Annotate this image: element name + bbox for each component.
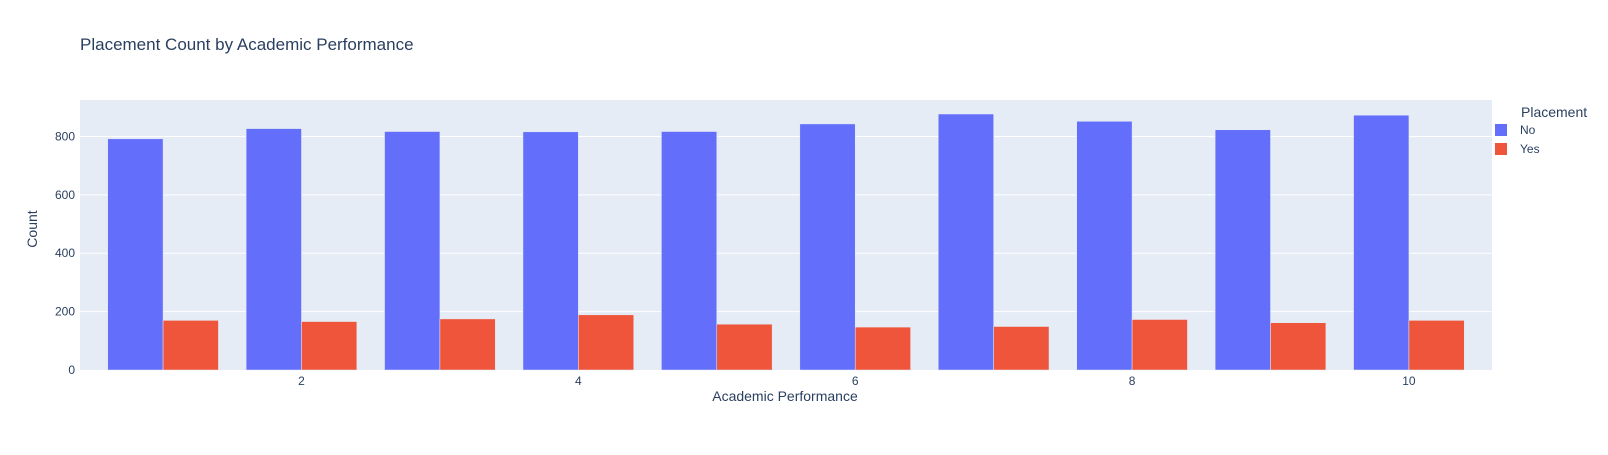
bar-no-5 — [661, 131, 718, 371]
bar-no-10 — [1353, 114, 1410, 371]
bar-yes-8 — [1131, 319, 1188, 371]
legend-label-yes: Yes — [1520, 142, 1540, 156]
x-tick-label: 2 — [298, 374, 305, 388]
y-axis-ticks: 0 200 400 600 800 — [55, 129, 75, 377]
y-tick-label: 800 — [55, 129, 75, 143]
legend-swatch-no — [1495, 124, 1507, 136]
bar-no-1 — [107, 138, 164, 371]
bar-no-7 — [938, 113, 994, 371]
bar-yes-6 — [854, 326, 911, 371]
bar-no-8 — [1076, 121, 1133, 371]
bar-no-6 — [799, 123, 856, 371]
legend-swatch-yes — [1495, 143, 1507, 155]
x-axis-title: Academic Performance — [712, 388, 858, 404]
bar-yes-3 — [439, 318, 496, 371]
x-tick-label: 6 — [852, 374, 859, 388]
bar-yes-2 — [301, 321, 358, 371]
bar-no-3 — [384, 131, 441, 371]
x-tick-label: 4 — [575, 374, 582, 388]
y-tick-label: 400 — [55, 246, 75, 260]
x-axis-ticks: 2 4 6 8 10 — [298, 374, 1416, 388]
x-tick-label: 10 — [1402, 374, 1416, 388]
bar-no-4 — [522, 131, 579, 371]
y-tick-label: 0 — [68, 363, 75, 377]
bars — [107, 113, 1465, 371]
bar-yes-7 — [993, 326, 1050, 371]
y-tick-label: 600 — [55, 188, 75, 202]
bar-yes-1 — [162, 320, 219, 371]
legend-label-no: No — [1520, 123, 1536, 137]
legend-items: No Yes — [1495, 123, 1540, 156]
legend: Placement No Yes — [1495, 104, 1587, 156]
bar-no-2 — [245, 128, 302, 371]
x-tick-label: 8 — [1129, 374, 1136, 388]
legend-title: Placement — [1521, 104, 1587, 120]
bar-yes-9 — [1270, 322, 1327, 371]
y-axis-title: Count — [24, 210, 40, 247]
bar-yes-4 — [578, 314, 634, 371]
bar-yes-10 — [1408, 320, 1465, 371]
bar-yes-5 — [716, 323, 773, 371]
chart-title: Placement Count by Academic Performance — [80, 35, 414, 54]
y-tick-label: 200 — [55, 305, 75, 319]
bar-no-9 — [1214, 129, 1271, 371]
